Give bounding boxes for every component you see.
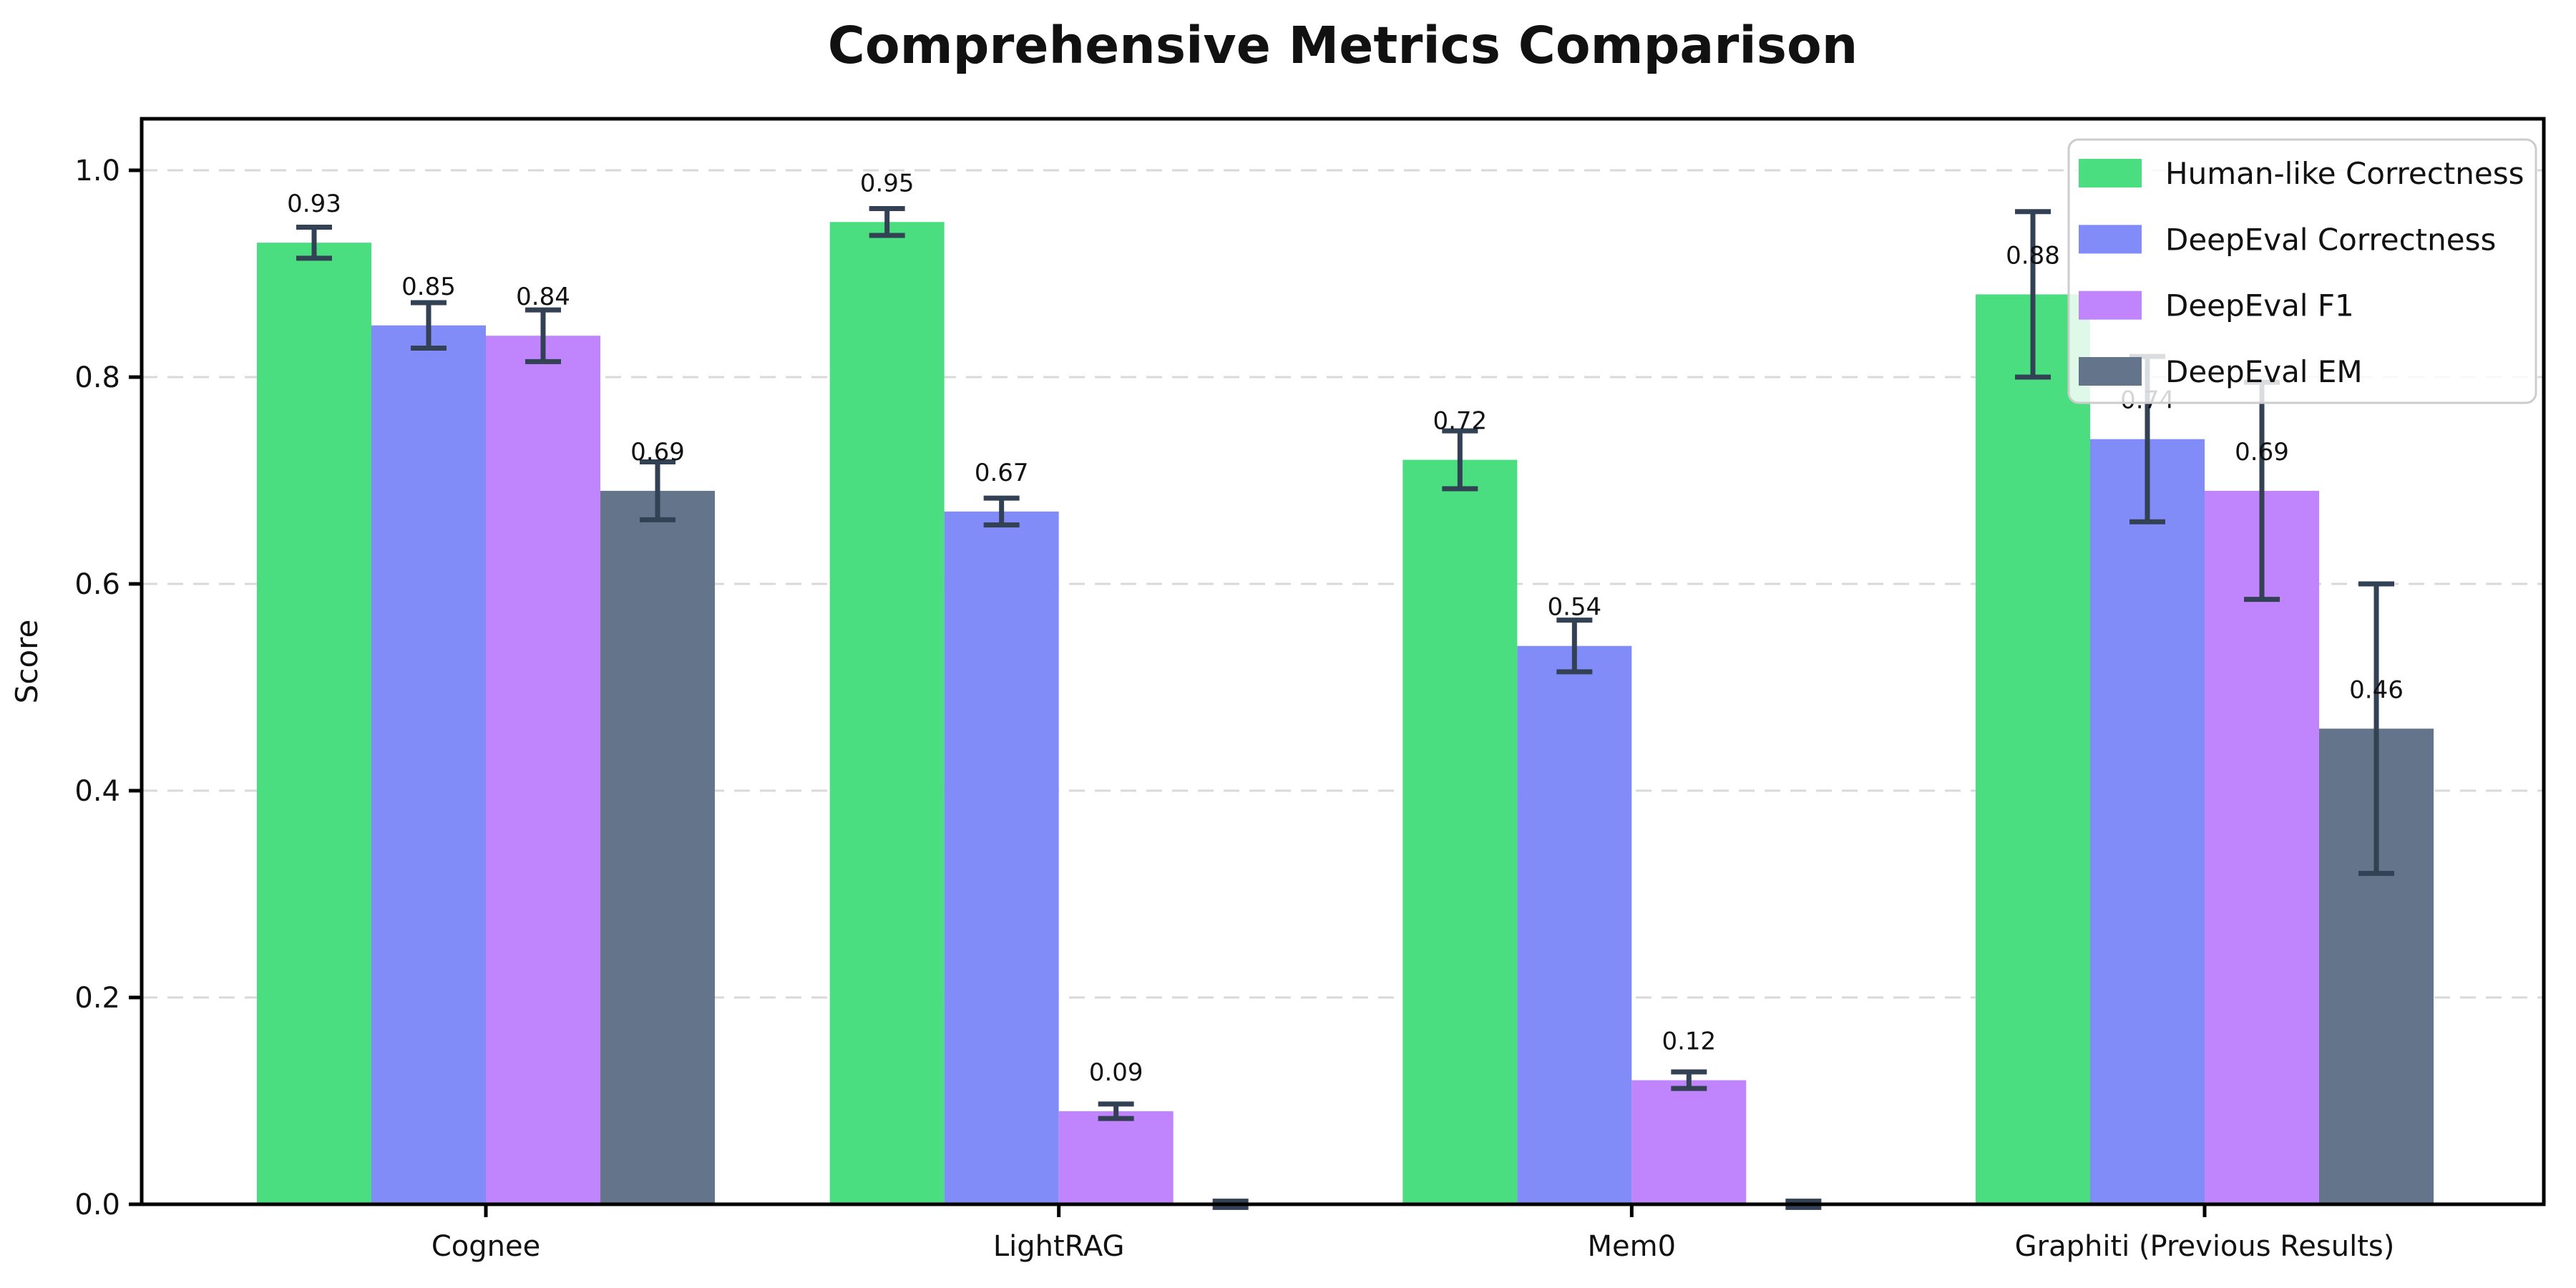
legend-item: DeepEval F1 <box>2079 288 2354 323</box>
bar-human-like-correctness-2 <box>1402 459 1518 1204</box>
legend-swatch <box>2079 159 2142 187</box>
bar-deepeval-f1-1 <box>1058 1111 1174 1204</box>
legend: Human-like Correctness DeepEval Correctne… <box>2067 138 2537 404</box>
y-tick-label: 0.6 <box>74 568 120 601</box>
legend-item: DeepEval Correctness <box>2079 222 2496 257</box>
bar-deepeval-correctness-3 <box>2090 439 2205 1205</box>
bar-value-label: 0.85 <box>401 273 456 301</box>
bar-human-like-correctness-0 <box>257 243 371 1204</box>
bar-deepeval-em-0 <box>600 490 715 1204</box>
legend-swatch <box>2079 356 2142 386</box>
x-tick-label: Mem0 <box>1588 1230 1677 1263</box>
legend-item: Human-like Correctness <box>2079 156 2524 191</box>
bars <box>257 222 2434 1205</box>
y-tick-label: 1.0 <box>74 155 120 187</box>
x-tick-label: Graphiti (Previous Results) <box>2015 1230 2395 1263</box>
legend-label: DeepEval EM <box>2165 354 2363 389</box>
chart-title: Comprehensive Metrics Comparison <box>828 16 1858 75</box>
bar-value-label: 0.12 <box>1662 1028 1716 1056</box>
error-bar <box>869 205 905 238</box>
error-bar <box>1442 428 1478 492</box>
legend-swatch <box>2079 225 2142 254</box>
bar-deepeval-f1-3 <box>2205 490 2320 1204</box>
error-bar <box>525 307 561 364</box>
bar-value-label: 0.69 <box>630 438 685 467</box>
error-bar <box>1556 618 1593 675</box>
y-tick-label: 0.4 <box>74 775 120 808</box>
legend-box <box>2067 138 2537 404</box>
legend-label: Human-like Correctness <box>2165 156 2524 191</box>
bar-human-like-correctness-1 <box>829 222 945 1204</box>
bar-value-label: 0.67 <box>975 459 1029 487</box>
legend-label: DeepEval Correctness <box>2165 222 2496 257</box>
error-bar <box>296 224 332 261</box>
bar-deepeval-f1-0 <box>486 336 600 1205</box>
bar-deepeval-correctness-0 <box>371 325 486 1204</box>
bar-value-labels: 0.930.950.720.880.850.670.540.740.840.09… <box>287 169 2404 1087</box>
bar-value-label: 0.09 <box>1089 1058 1143 1087</box>
error-bar <box>2015 209 2051 380</box>
y-axis: 0.0 0.2 0.4 0.6 0.8 1.0 Score <box>9 155 142 1221</box>
error-bar <box>2358 581 2395 877</box>
legend-swatch <box>2079 291 2142 320</box>
y-tick-label: 0.0 <box>74 1189 120 1221</box>
bar-human-like-correctness-3 <box>1976 294 2091 1204</box>
legend-label: DeepEval F1 <box>2165 288 2354 323</box>
x-axis: Cognee LightRAG Mem0 Graphiti (Previous Res… <box>431 1204 2395 1263</box>
bar-value-label: 0.46 <box>2349 675 2404 704</box>
bar-deepeval-correctness-1 <box>944 511 1059 1204</box>
error-bar <box>411 300 447 351</box>
x-tick-label: Cognee <box>431 1230 540 1263</box>
y-axis-title: Score <box>9 620 44 704</box>
bar-value-label: 0.84 <box>516 283 570 311</box>
bar-deepeval-f1-2 <box>1631 1080 1747 1204</box>
bar-deepeval-correctness-2 <box>1517 645 1632 1204</box>
x-tick-label: LightRAG <box>993 1230 1125 1263</box>
error-bar <box>640 459 675 522</box>
bar-value-label: 0.54 <box>1547 593 1601 622</box>
y-tick-label: 0.8 <box>74 361 120 394</box>
bar-value-label: 0.93 <box>287 190 341 218</box>
bar-value-label: 0.95 <box>860 169 914 197</box>
y-tick-label: 0.2 <box>74 982 120 1015</box>
error-bar <box>1098 1101 1134 1121</box>
legend-item: DeepEval EM <box>2079 354 2363 389</box>
bar-value-label: 0.72 <box>1433 407 1487 436</box>
bar-value-label: 0.69 <box>2235 438 2289 467</box>
error-bar <box>1671 1069 1707 1091</box>
plot-frame <box>140 117 2546 1206</box>
error-bar <box>983 495 1020 528</box>
bar-value-label: 0.88 <box>2006 241 2060 270</box>
